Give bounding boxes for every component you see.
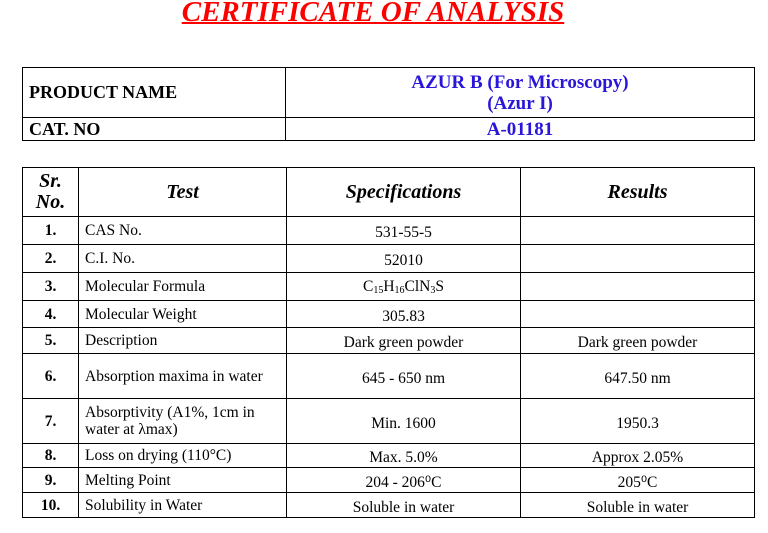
test-cell: Description [78,327,287,354]
sr-cell: 1. [22,216,79,245]
header-results: Results [520,167,755,217]
test-cell: C.I. No. [78,244,287,273]
table-row: 7. Absorptivity (A1%, 1cm in water at λma… [22,398,755,444]
spec-cell: Dark green powder [286,327,521,354]
test-cell: Solubility in Water [78,492,287,518]
sr-cell: 7. [22,398,79,444]
header-specifications: Specifications [286,167,521,217]
test-cell: Molecular Formula [78,272,287,301]
result-cell: 205⁰C [520,467,755,493]
formula-part: ClN [404,278,431,295]
table-row: 3. Molecular Formula C15H16ClN3S [22,272,755,301]
spec-cell: 645 - 650 nm [286,353,521,399]
spec-cell: Max. 5.0% [286,443,521,468]
sr-cell: 2. [22,244,79,273]
test-cell: CAS No. [78,216,287,245]
table-row: 1. CAS No. 531-55-5 [22,216,755,245]
test-cell: Absorptivity (A1%, 1cm in water at λmax) [78,398,287,444]
product-info-table: PRODUCT NAME AZUR B (For Microscopy) (Az… [22,67,755,141]
formula-part: 3 [430,285,436,296]
table-row: 2. C.I. No. 52010 [22,244,755,273]
formula-part: S [435,278,444,295]
table-row: 8. Loss on drying (110°C) Max. 5.0% Approx … [22,443,755,468]
formula-part: 15 [373,285,384,296]
spec-cell: 531-55-5 [286,216,521,245]
result-cell: Soluble in water [520,492,755,518]
header-test: Test [78,167,287,217]
result-cell: 1950.3 [520,398,755,444]
table-row: 6. Absorption maxima in water 645 - 650 nm… [22,353,755,399]
sr-cell: 3. [22,272,79,301]
spec-cell: 52010 [286,244,521,273]
sr-cell: 6. [22,353,79,399]
spec-cell: Min. 1600 [286,398,521,444]
result-cell: Dark green powder [520,327,755,354]
result-cell [520,300,755,328]
header-sr-no: Sr. No. [22,167,79,217]
spec-cell: Soluble in water [286,492,521,518]
formula-part: H [383,278,395,295]
test-cell: Molecular Weight [78,300,287,328]
document-title: CERTIFICATE OF ANALYSIS [181,0,565,28]
analysis-table: Sr. No. Test Specifications Results 1. CAS… [22,167,755,518]
table-row: 9. Melting Point 204 - 206⁰C 205⁰C [22,467,755,493]
result-cell: Approx 2.05% [520,443,755,468]
cat-no-label: CAT. NO [22,117,286,141]
formula-part: 16 [394,285,405,296]
header-sr-line2: No. [35,191,66,213]
cat-no-value: A-01181 [285,117,755,141]
result-cell [520,244,755,273]
result-cell [520,272,755,301]
product-name-value: AZUR B (For Microscopy) (Azur I) [285,67,755,118]
sr-cell: 4. [22,300,79,328]
product-name-label: PRODUCT NAME [22,67,286,118]
test-cell: Loss on drying (110°C) [78,443,287,468]
table-row: 5. Description Dark green powder Dark green… [22,327,755,354]
spec-cell: 305.83 [286,300,521,328]
header-sr-line1: Sr. [39,170,62,192]
product-name-line1: AZUR B (For Microscopy) [411,71,629,93]
sr-cell: 5. [22,327,79,354]
spec-cell: C15H16ClN3S [286,272,521,301]
sr-cell: 10. [22,492,79,518]
result-cell: 647.50 nm [520,353,755,399]
table-row: 10. Solubility in Water Soluble in water So… [22,492,755,518]
formula-part: C [362,278,374,295]
result-cell [520,216,755,245]
product-name-line2: (Azur I) [487,92,553,114]
table-row: 4. Molecular Weight 305.83 [22,300,755,328]
test-cell: Absorption maxima in water [78,353,287,399]
sr-cell: 9. [22,467,79,493]
sr-cell: 8. [22,443,79,468]
table-header-row: Sr. No. Test Specifications Results [22,167,755,217]
spec-cell: 204 - 206⁰C [286,467,521,493]
test-cell: Melting Point [78,467,287,493]
